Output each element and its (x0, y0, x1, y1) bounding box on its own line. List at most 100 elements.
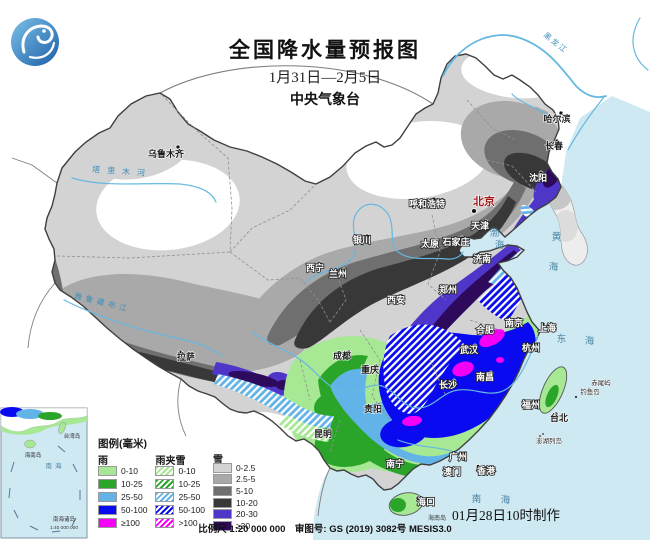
legend-chip (155, 504, 175, 515)
taiwan-green-zone (545, 384, 559, 408)
city-label: 天津 (471, 220, 489, 231)
east-china-sea-label: 海 (585, 335, 596, 347)
inset-coast-rain (1, 416, 87, 435)
city-label: 长春 (545, 140, 564, 151)
sea-labels: 渤 海 黄 海 东 海 南 海 (472, 227, 596, 506)
bohai-sea-label: 渤 (490, 227, 501, 239)
city-label: 西宁 (306, 262, 324, 273)
penghu-islands-label: 澎湖列岛 (536, 436, 562, 445)
legend-chip (98, 517, 117, 528)
scale-and-approval-note: 比例尺 1:20 000 000 审图号: GS (2019) 3082号 ME… (198, 524, 452, 535)
legend-chip (212, 520, 232, 531)
city-label: 南宁 (386, 458, 404, 469)
legend-range: 25-50 (178, 491, 201, 502)
city-label: 成都 (333, 350, 351, 361)
legend-snow-column: 雪 0-2.5 2.5-5 5-10 10-20 20-30 ≥30 (212, 451, 258, 532)
inset-taiwan (58, 422, 66, 434)
city-label: 香港 (476, 465, 496, 476)
legend-chip (98, 466, 117, 477)
legend-range: 0-10 (178, 466, 196, 477)
city-dots (175, 110, 564, 501)
rivers (63, 17, 649, 453)
legend-title: 图例(毫米) (98, 438, 147, 450)
city-label: 合肥 (476, 324, 494, 335)
bohai-sea-label: 海 (495, 239, 506, 251)
city-label: 哈尔滨 (543, 113, 570, 124)
city-label: 长沙 (439, 379, 457, 390)
city-label: 沈阳 (529, 172, 547, 183)
legend-chip (155, 479, 175, 490)
legend-range: 10-25 (121, 479, 143, 490)
city-label: 银川 (353, 234, 371, 245)
city-label: 兰州 (329, 268, 347, 279)
city-label: 重庆 (361, 364, 379, 375)
inset-taiwan-label: 台湾岛 (64, 432, 81, 440)
city-label: 澳门 (443, 466, 461, 477)
city-label: 济南 (473, 253, 491, 264)
south-china-sea-label: 海 (501, 494, 512, 506)
legend-chip (212, 462, 232, 473)
legend-range: 50-100 (121, 504, 148, 515)
legend-chip (155, 491, 175, 502)
city-label: 海口 (417, 496, 435, 507)
hainan-green-zone (390, 498, 406, 512)
legend-range: ≥100 (121, 517, 140, 528)
legend-chip (155, 517, 175, 528)
inset-nine-dash-line (8, 445, 81, 533)
islands: 钓鱼岛 赤尾屿 澎湖列岛 海南岛 (388, 366, 612, 522)
city-label: 西安 (387, 294, 405, 305)
production-timestamp: 01月28日10时制作 (452, 508, 560, 523)
legend-range: 20-30 (235, 509, 258, 520)
yellow-sea-label: 海 (549, 261, 560, 273)
south-china-sea-inset: 台湾岛 海南岛 南海 南海诸岛 1:40 000 000 (0, 407, 88, 539)
legend-range: 2.5-5 (235, 474, 256, 485)
legend-chip (98, 504, 117, 515)
city-label: 南昌 (476, 371, 494, 382)
tarim-river-label: 塔里木河 (92, 164, 153, 178)
city-label: 南京 (505, 317, 523, 328)
legend-range: 0-2.5 (235, 462, 256, 473)
city-label: 乌鲁木齐 (148, 148, 185, 159)
city-label: 昆明 (314, 429, 332, 439)
legend: 图例(毫米) 雨 0-10 10-25 25-50 50-100 ≥100 雨夹… (98, 436, 258, 532)
foreign-borders (11, 65, 434, 517)
city-label: 石家庄 (441, 236, 469, 247)
inset-hainan (24, 439, 36, 449)
inset-sea-label: 南海 (46, 461, 65, 470)
legend-chip (98, 491, 117, 502)
legend-chip (212, 509, 232, 520)
legend-range: 10-20 (235, 497, 258, 508)
legend-chip (98, 479, 117, 490)
city-label: 福州 (521, 399, 540, 410)
city-label: 呼和浩特 (409, 198, 445, 209)
legend-chip (155, 466, 175, 477)
legend-range: 10-25 (178, 479, 201, 490)
legend-rain-header: 雨 (98, 456, 108, 467)
city-label: 太原 (420, 238, 439, 249)
diaoyu-island-label: 钓鱼岛 (580, 387, 600, 396)
province-borders (56, 94, 537, 453)
legend-range: >100 (178, 517, 198, 528)
legend-chip (212, 497, 232, 508)
city-label: 广州 (449, 451, 467, 462)
city-label: 拉萨 (177, 351, 195, 362)
east-china-sea-label: 东 (557, 333, 568, 345)
legend-snow-header: 雪 (212, 455, 223, 466)
legend-sleet-header: 雨夹雪 (155, 456, 186, 467)
rain-100plus-layer (402, 328, 505, 427)
city-label: 武汉 (460, 344, 479, 355)
city-label: 台北 (550, 412, 568, 423)
cma-logo (11, 18, 59, 66)
inset-islands-label: 南海诸岛 (53, 515, 76, 523)
legend-range: 25-50 (121, 491, 143, 502)
small-island-dots (539, 387, 591, 437)
city-label-beijing: 北京 (473, 194, 495, 208)
inset-hainan-label: 海南岛 (25, 451, 42, 459)
yellow-sea-label: 黄 (552, 231, 563, 243)
snow-blob-north-xinjiang (90, 126, 190, 180)
legend-chip (212, 474, 232, 485)
chiwei-island-label: 赤尾屿 (591, 378, 611, 387)
legend-range: 0-10 (121, 466, 139, 477)
inset-scale-label: 1:40 000 000 (50, 525, 78, 531)
